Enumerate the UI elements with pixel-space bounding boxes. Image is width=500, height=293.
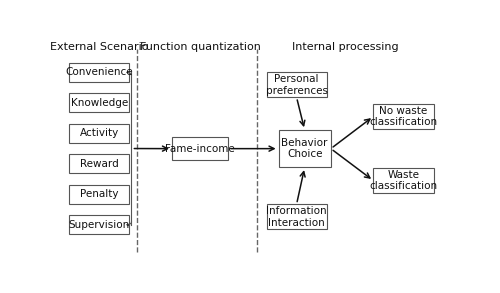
Bar: [70, 154, 130, 173]
Text: Penalty: Penalty: [80, 189, 118, 199]
Bar: [266, 205, 326, 229]
Text: Personal
preferences: Personal preferences: [266, 74, 328, 96]
Text: External Scenario: External Scenario: [50, 42, 148, 52]
Bar: [70, 215, 130, 234]
Text: Fame-income: Fame-income: [165, 144, 235, 154]
Text: Information
Interaction: Information Interaction: [266, 206, 327, 228]
Bar: [374, 168, 434, 193]
Bar: [70, 185, 130, 204]
Bar: [374, 104, 434, 129]
Bar: [266, 72, 326, 97]
Text: Convenience: Convenience: [66, 67, 133, 77]
Text: Internal processing: Internal processing: [292, 42, 399, 52]
Text: Function quantization: Function quantization: [140, 42, 260, 52]
Bar: [172, 137, 228, 160]
Text: No waste
classification: No waste classification: [370, 105, 438, 127]
Text: Activity: Activity: [80, 128, 119, 138]
Bar: [278, 130, 331, 167]
Text: Waste
classification: Waste classification: [370, 170, 438, 192]
Bar: [70, 93, 130, 113]
Text: Reward: Reward: [80, 159, 118, 169]
Text: Supervision: Supervision: [68, 220, 130, 230]
Text: Knowledge: Knowledge: [70, 98, 128, 108]
Bar: [70, 63, 130, 82]
Text: Behavior
Choice: Behavior Choice: [282, 138, 328, 159]
Bar: [70, 124, 130, 143]
